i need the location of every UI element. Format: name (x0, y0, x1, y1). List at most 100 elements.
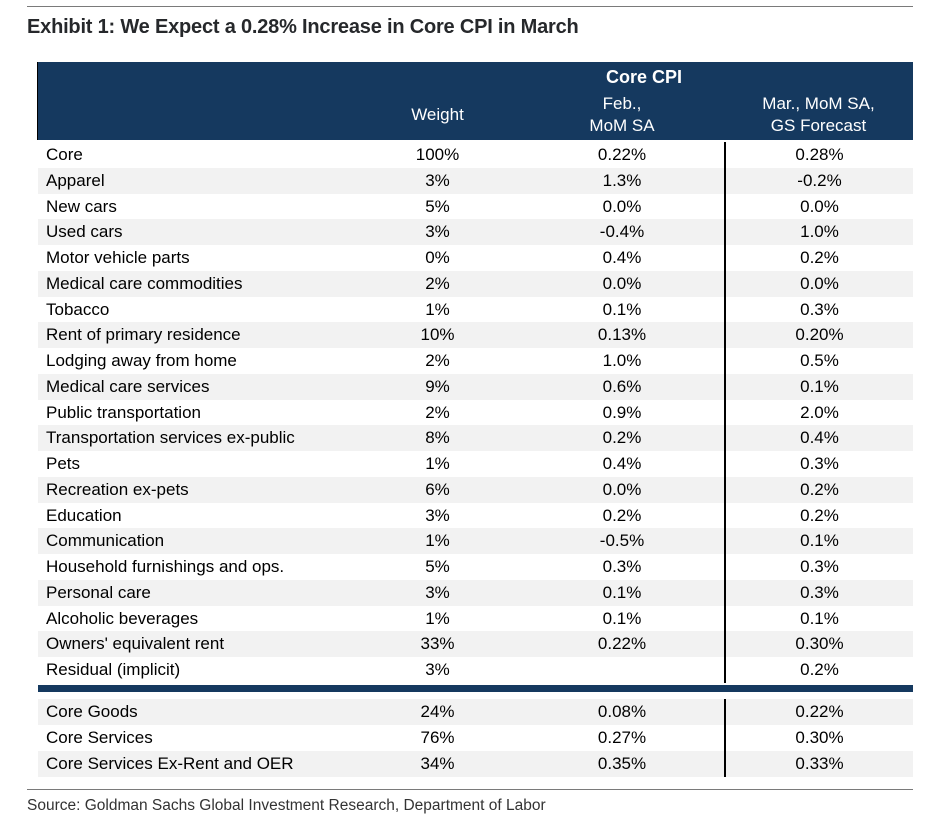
row-feb-value: 1.3% (602, 170, 642, 190)
row-mar-value: 2.0% (724, 399, 913, 426)
row-label: Motor vehicle parts (46, 248, 190, 267)
row-weight-value: 1% (425, 454, 450, 473)
row-mar-value: 0.20% (724, 322, 913, 348)
table-row: Transportation services ex-public 8% 0.2… (38, 425, 913, 451)
header-cell-category (38, 62, 355, 140)
row-feb-value: -0.4% (599, 222, 645, 242)
row-feb-value: 0.13% (597, 325, 647, 345)
table-row: Core 100% 0.22% 0.28% (38, 142, 913, 168)
row-label: Household furnishings and ops. (46, 557, 285, 576)
table-row: Core Goods 24% 0.08% 0.22% (38, 698, 913, 725)
row-mar-value: 1.0% (724, 219, 913, 245)
row-feb-value: 0.1% (602, 608, 642, 628)
header-cell-weight: Weight (355, 62, 520, 140)
row-label: Owners' equivalent rent (46, 634, 225, 654)
row-mar-value: 0.22% (724, 698, 913, 725)
row-mar-value: 0.0% (724, 270, 913, 297)
row-label: Used cars (46, 222, 123, 242)
row-feb-value: 0.0% (602, 479, 642, 499)
row-weight-value: 3% (425, 222, 450, 242)
row-label: Communication (46, 531, 165, 551)
row-mar-value: 0.2% (724, 245, 913, 271)
row-weight-value: 3% (425, 582, 450, 602)
row-label: Rent of primary residence (46, 325, 241, 345)
table-row: Residual (implicit) 3% 0.2% (38, 657, 913, 683)
row-mar-value: 0.33% (724, 750, 913, 777)
header-spacer (724, 62, 913, 89)
feb-column-label-line2: MoM SA (589, 115, 655, 135)
group-header-core-cpi: Core CPI (605, 67, 683, 87)
table-row: Medical care commodities 2% 0.0% 0.0% (38, 270, 913, 297)
row-mar-value: -0.2% (724, 167, 913, 194)
row-label: Core (46, 145, 83, 164)
table-row: Rent of primary residence 10% 0.13% 0.20… (38, 322, 913, 348)
table-row: Apparel 3% 1.3% -0.2% (38, 167, 913, 194)
row-mar-value: 0.3% (724, 579, 913, 606)
table-row: Personal care 3% 0.1% 0.3% (38, 579, 913, 606)
row-weight-value: 3% (425, 660, 450, 679)
table-row: Medical care services 9% 0.6% 0.1% (38, 373, 913, 400)
separator-gap (38, 692, 913, 699)
table-row: Public transportation 2% 0.9% 2.0% (38, 399, 913, 426)
row-mar-value: 0.1% (724, 605, 913, 632)
row-feb-value: 0.2% (602, 505, 642, 525)
top-rule (27, 6, 913, 7)
row-weight-value: 5% (425, 196, 450, 216)
table-row: Lodging away from home 2% 1.0% 0.5% (38, 348, 913, 374)
row-weight-value: 10% (420, 325, 455, 345)
row-mar-value: 0.5% (724, 348, 913, 374)
row-weight-value: 2% (425, 402, 450, 422)
row-feb-value: 0.0% (602, 273, 642, 293)
row-feb-value: 0.0% (602, 196, 642, 216)
row-weight-value: 3% (425, 505, 450, 525)
row-weight-value: 2% (425, 351, 450, 370)
row-feb-value: 1.0% (602, 351, 642, 370)
table-row: Owners' equivalent rent 33% 0.22% 0.30% (38, 631, 913, 657)
row-feb-value (520, 657, 724, 683)
feb-column-label-line1: Feb., (602, 93, 642, 113)
source-text: Source: Goldman Sachs Global Investment … (27, 797, 546, 814)
header-cell-mar: Mar., MoM SA, GS Forecast (724, 62, 913, 140)
table-row: Alcoholic beverages 1% 0.1% 0.1% (38, 605, 913, 632)
row-label: Alcoholic beverages (46, 608, 199, 628)
row-label: Transportation services ex-public (46, 428, 295, 448)
row-feb-value: 0.6% (602, 376, 642, 396)
row-label: Recreation ex-pets (46, 479, 189, 499)
row-feb-value: -0.5% (599, 531, 645, 551)
row-weight-value: 24% (420, 701, 455, 721)
row-mar-value: 0.3% (724, 451, 913, 477)
row-feb-value: 0.08% (597, 701, 647, 721)
row-mar-value: 0.2% (724, 502, 913, 529)
header-spacer (355, 62, 520, 89)
table-row: Household furnishings and ops. 5% 0.3% 0… (38, 554, 913, 580)
row-feb-value: 0.1% (602, 582, 642, 602)
main-rows: Core 100% 0.22% 0.28% Apparel 3% 1.3% -0… (38, 142, 913, 683)
row-mar-value: 0.1% (724, 373, 913, 400)
table-row: New cars 5% 0.0% 0.0% (38, 193, 913, 220)
row-feb-value: 0.1% (602, 299, 642, 319)
weight-column-label: Weight (411, 104, 464, 124)
row-weight-value: 76% (420, 727, 455, 747)
row-mar-value: 0.2% (724, 476, 913, 503)
row-weight-value: 1% (425, 299, 450, 319)
row-feb-value: 0.22% (597, 145, 647, 164)
table-row: Tobacco 1% 0.1% 0.3% (38, 296, 913, 323)
table-row: Core Services Ex-Rent and OER 34% 0.35% … (38, 750, 913, 777)
table-row: Communication 1% -0.5% 0.1% (38, 528, 913, 554)
table-row: Recreation ex-pets 6% 0.0% 0.2% (38, 476, 913, 503)
row-label: Medical care services (46, 376, 210, 396)
row-label: Residual (implicit) (46, 660, 181, 679)
cpi-table: Weight Core CPI Feb., MoM SA Mar., MoM S… (37, 62, 913, 777)
row-weight-value: 0% (425, 248, 450, 267)
row-feb-value: 0.27% (597, 727, 647, 747)
table-row: Used cars 3% -0.4% 1.0% (38, 219, 913, 245)
row-label: Public transportation (46, 402, 201, 422)
row-weight-value: 5% (425, 557, 450, 576)
row-label: Pets (46, 454, 81, 473)
row-label: Personal care (46, 582, 151, 602)
row-mar-value: 0.0% (724, 193, 913, 220)
row-mar-value: 0.4% (724, 425, 913, 451)
mar-column-label-line2: GS Forecast (770, 115, 867, 135)
row-feb-value: 0.4% (602, 248, 642, 267)
